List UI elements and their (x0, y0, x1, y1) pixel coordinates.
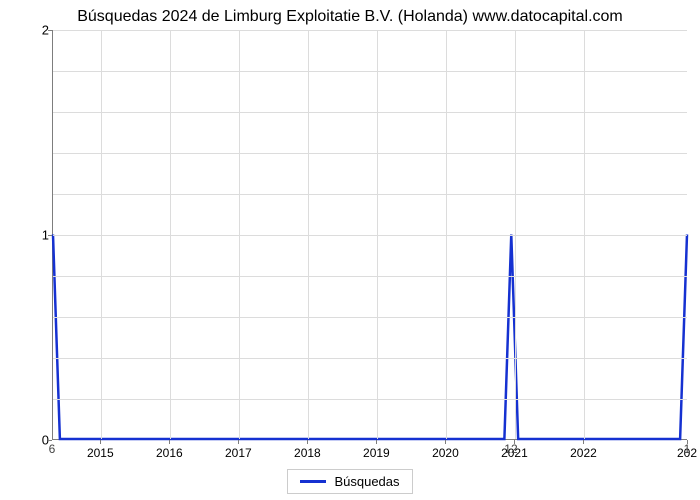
x-tick-label: 2022 (570, 446, 597, 460)
x-tick-mark (238, 440, 239, 444)
x-tick-label: 2018 (294, 446, 321, 460)
x-tick-mark (376, 440, 377, 444)
data-point-label: 12 (504, 442, 517, 456)
y-tick-mark (48, 235, 52, 236)
gridline-h-minor (53, 399, 687, 400)
y-tick-label: 2 (9, 23, 49, 38)
legend: Búsquedas (0, 469, 700, 494)
x-tick-mark (307, 440, 308, 444)
gridline-h-minor (53, 153, 687, 154)
x-tick-label: 2016 (156, 446, 183, 460)
gridline-v (377, 30, 378, 439)
gridline-v (308, 30, 309, 439)
gridline-h (53, 30, 687, 31)
x-tick-label: 2015 (87, 446, 114, 460)
data-point-label: 6 (49, 442, 56, 456)
y-tick-mark (48, 440, 52, 441)
y-tick-mark (48, 30, 52, 31)
chart-title: Búsquedas 2024 de Limburg Exploitatie B.… (0, 8, 700, 26)
x-tick-mark (445, 440, 446, 444)
x-tick-mark (583, 440, 584, 444)
gridline-v (239, 30, 240, 439)
gridline-h-minor (53, 276, 687, 277)
gridline-v (515, 30, 516, 439)
gridline-h-minor (53, 358, 687, 359)
legend-label: Búsquedas (334, 474, 399, 489)
gridline-v (446, 30, 447, 439)
y-tick-label: 0 (9, 433, 49, 448)
gridline-h-minor (53, 112, 687, 113)
chart-container: Búsquedas 2024 de Limburg Exploitatie B.… (0, 0, 700, 500)
x-tick-label: 2020 (432, 446, 459, 460)
x-tick-mark (169, 440, 170, 444)
y-tick-label: 1 (9, 228, 49, 243)
gridline-v (584, 30, 585, 439)
x-tick-label: 2017 (225, 446, 252, 460)
gridline-v (170, 30, 171, 439)
gridline-h (53, 235, 687, 236)
legend-swatch (300, 480, 326, 483)
x-tick-label: 2019 (363, 446, 390, 460)
gridline-h-minor (53, 317, 687, 318)
gridline-h-minor (53, 71, 687, 72)
data-point-label: 1 (684, 442, 691, 456)
plot-area (52, 30, 687, 440)
x-tick-mark (100, 440, 101, 444)
gridline-v (101, 30, 102, 439)
legend-box: Búsquedas (287, 469, 412, 494)
gridline-h-minor (53, 194, 687, 195)
